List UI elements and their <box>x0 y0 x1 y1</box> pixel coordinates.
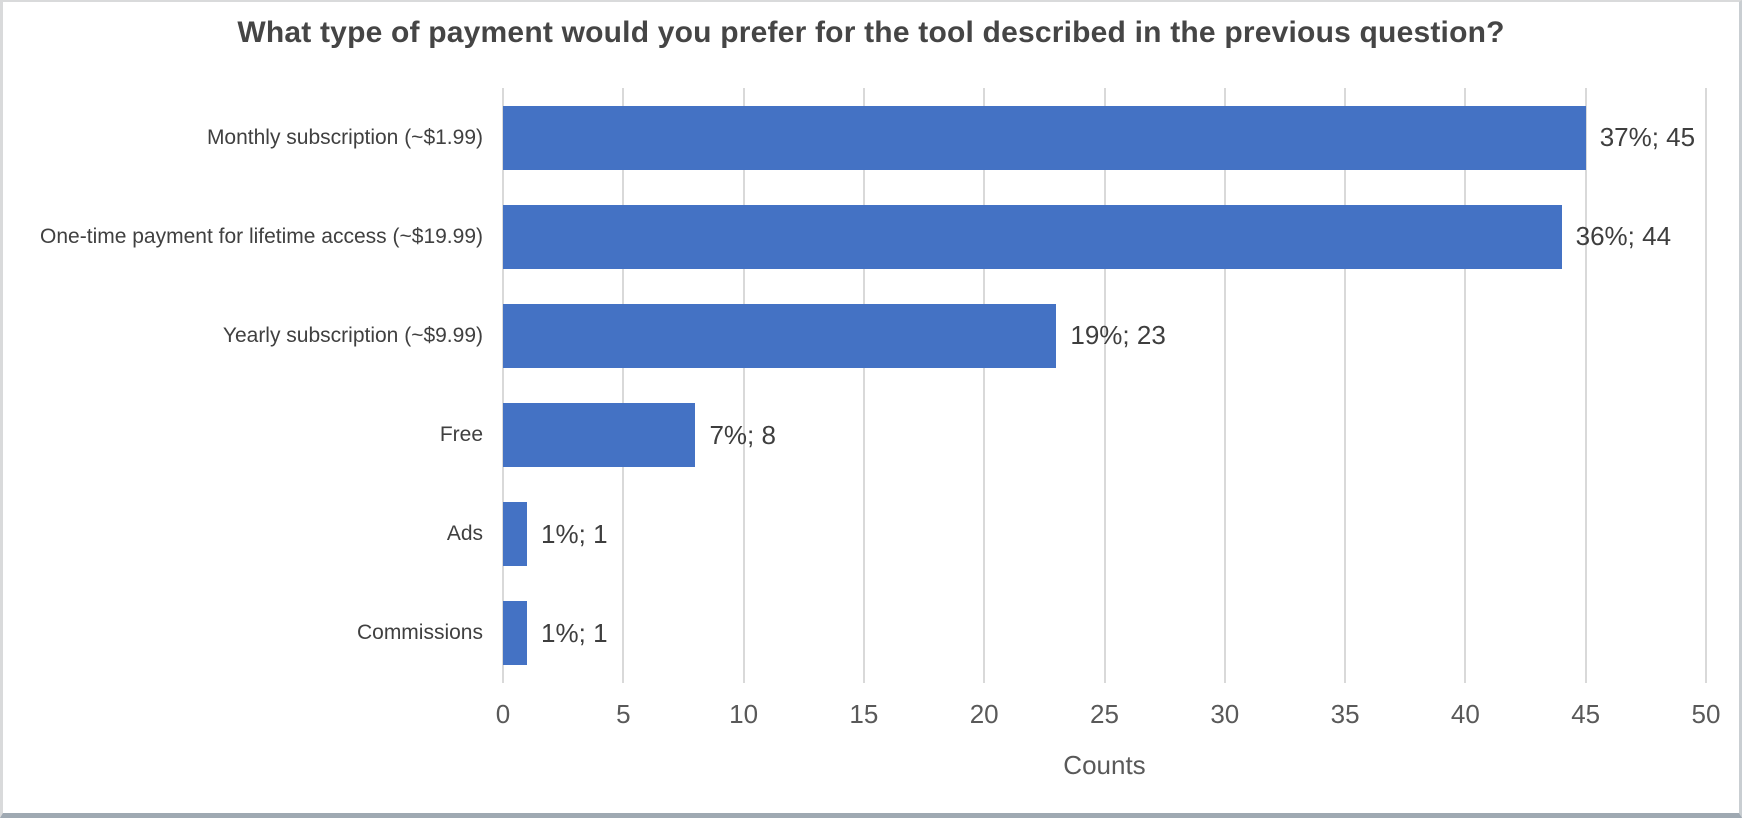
category-row: Free <box>3 386 483 485</box>
bar-row: 1%; 1 <box>503 584 1706 683</box>
bar-value-label: 7%; 8 <box>709 419 776 450</box>
gridline <box>1223 88 1226 683</box>
category-row: Commissions <box>3 584 483 683</box>
x-tick-label: 20 <box>969 699 999 729</box>
category-row: One-time payment for lifetime access (~$… <box>3 187 483 286</box>
bar-row: 36%; 44 <box>503 187 1706 286</box>
x-tick-label: 25 <box>1090 699 1119 729</box>
x-tick-label: 0 <box>495 699 511 729</box>
gridline <box>1464 88 1467 683</box>
x-axis-title: Counts <box>1063 750 1146 780</box>
category-label: Commissions <box>356 621 483 645</box>
x-tick-label: 5 <box>616 699 631 729</box>
bar-row: 19%; 23 <box>503 286 1706 385</box>
gridline <box>983 88 986 683</box>
bar-value-label: 36%; 44 <box>1575 221 1672 252</box>
bar <box>503 601 528 666</box>
x-tick-label: 50 <box>1691 699 1721 729</box>
bar-row: 37%; 45 <box>503 88 1706 187</box>
gridline <box>1103 88 1106 683</box>
x-tick-label: 35 <box>1330 699 1360 729</box>
bar <box>503 502 528 567</box>
plot-area: 37%; 45 36%; 44 19%; 23 7%; 8 1%; 1 1%; 1 <box>502 88 1707 683</box>
category-axis: Monthly subscription (~$1.99) One-time pa… <box>3 88 483 683</box>
x-tick-label: 40 <box>1450 699 1480 729</box>
bar <box>503 403 696 468</box>
bar <box>503 303 1057 368</box>
x-tick-label: 30 <box>1210 699 1240 729</box>
x-tick-label: 15 <box>849 699 879 729</box>
bar <box>503 105 1586 170</box>
bar-row: 1%; 1 <box>503 485 1706 584</box>
x-tick-label: 45 <box>1571 699 1601 729</box>
bar-row: 7%; 8 <box>503 386 1706 485</box>
x-axis-ticks: 0 5 10 15 20 25 30 35 40 45 50 <box>496 683 1721 733</box>
gridline <box>622 88 625 683</box>
category-label: One-time payment for lifetime access (~$… <box>40 224 483 248</box>
gridline <box>862 88 865 683</box>
gridline <box>1344 88 1347 683</box>
bar <box>503 204 1562 269</box>
category-row: Ads <box>3 485 483 584</box>
category-label: Free <box>439 423 483 447</box>
gridline <box>502 88 504 683</box>
bar-value-label: 1%; 1 <box>541 518 608 549</box>
category-label: Ads <box>446 522 483 546</box>
bar-value-label: 19%; 23 <box>1070 320 1166 351</box>
bar-value-label: 1%; 1 <box>541 617 608 648</box>
category-row: Monthly subscription (~$1.99) <box>3 88 483 187</box>
bar-value-label: 37%; 45 <box>1599 122 1696 153</box>
gridline <box>1584 88 1587 683</box>
x-tick-label: 10 <box>729 699 759 729</box>
gridline <box>1705 88 1707 683</box>
category-row: Yearly subscription (~$9.99) <box>3 286 483 385</box>
category-label: Yearly subscription (~$9.99) <box>222 323 483 347</box>
chart-title: What type of payment would you prefer fo… <box>237 16 1505 49</box>
category-label: Monthly subscription (~$1.99) <box>206 125 483 149</box>
gridline <box>742 88 745 683</box>
